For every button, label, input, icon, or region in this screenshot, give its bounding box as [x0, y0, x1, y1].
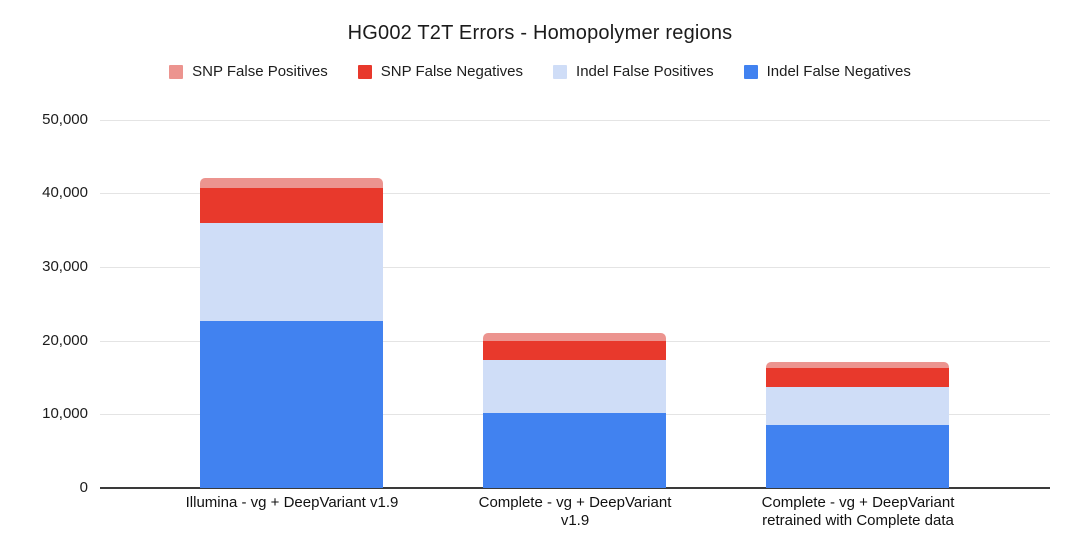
legend-item-snp-false-positives: SNP False Positives	[169, 63, 328, 80]
y-tick-label: 40,000	[42, 184, 88, 202]
gridline	[100, 193, 1050, 195]
legend-swatch-icon	[169, 64, 184, 79]
y-tick-label: 0	[79, 479, 88, 496]
bar-segment	[200, 320, 383, 488]
legend: SNP False Positives SNP False Negatives …	[0, 63, 1080, 80]
x-axis-line	[100, 487, 1050, 489]
legend-swatch-icon	[357, 64, 372, 79]
y-tick-label: 30,000	[42, 257, 88, 275]
x-axis-label-line: retrained with Complete data	[762, 512, 954, 529]
x-axis-label: Complete - vg + DeepVariant v1.9	[425, 494, 725, 530]
bar-segment	[483, 359, 666, 413]
y-tick-label: 50,000	[42, 110, 88, 128]
bar-segment	[766, 387, 949, 426]
bar-segment	[200, 177, 383, 189]
legend-label: SNP False Positives	[192, 63, 328, 80]
y-tick-label: 20,000	[42, 331, 88, 349]
legend-swatch-icon	[743, 64, 758, 79]
legend-label: Indel False Positives	[576, 63, 714, 80]
bar-segment	[766, 367, 949, 388]
bar-segment	[483, 341, 666, 360]
gridline	[100, 340, 1050, 342]
y-tick-label: 10,000	[42, 405, 88, 423]
legend-item-snp-false-negatives: SNP False Negatives	[357, 63, 524, 80]
x-axis-label-line: v1.9	[560, 512, 590, 529]
chart-title: HG002 T2T Errors - Homopolymer regions	[347, 22, 733, 44]
legend-item-indel-false-positives: Indel False Positives	[553, 63, 714, 80]
bar-segment	[483, 333, 666, 342]
x-axis-label-line: Complete - vg + DeepVariant	[478, 494, 672, 511]
legend-item-indel-false-negatives: Indel False Negatives	[743, 63, 911, 80]
bar-segment	[483, 412, 666, 488]
bar-segment	[766, 361, 949, 368]
bar-segment	[200, 188, 383, 223]
legend-label: SNP False Negatives	[380, 63, 524, 80]
x-axis-label-line: Illumina - vg + DeepVariant v1.9	[185, 494, 399, 511]
x-axis-label-line: Complete - vg + DeepVariant	[761, 494, 955, 511]
legend-label: Indel False Negatives	[766, 63, 911, 80]
gridline	[100, 266, 1050, 268]
x-axis-label: Illumina - vg + DeepVariant v1.9	[142, 494, 442, 512]
x-axis-label: Complete - vg + DeepVariant retrained wi…	[708, 494, 1008, 530]
legend-swatch-icon	[553, 64, 568, 79]
bar-segment	[766, 425, 949, 488]
gridline	[100, 119, 1050, 121]
bar-segment	[200, 222, 383, 321]
